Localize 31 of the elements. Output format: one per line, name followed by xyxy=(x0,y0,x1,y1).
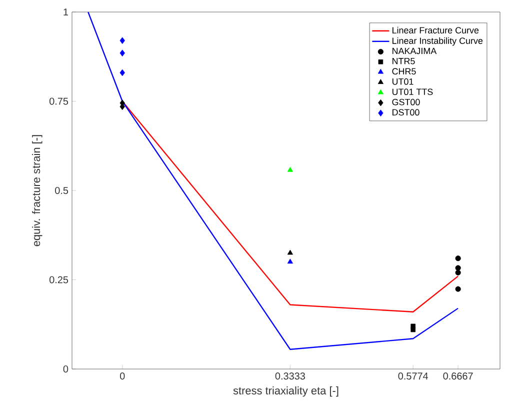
point xyxy=(120,69,125,76)
legend-label: DST00 xyxy=(392,109,420,116)
y-tick-label: 0.75 xyxy=(49,98,68,105)
point xyxy=(287,250,293,255)
point xyxy=(410,327,416,332)
x-tick-label: 0.6667 xyxy=(443,372,473,380)
legend-label: NTR5 xyxy=(392,58,415,64)
x-tick-label: 0.3333 xyxy=(275,372,305,380)
legend-label: UT01 xyxy=(392,78,414,85)
x-tick-label: 0.5774 xyxy=(398,372,428,380)
point xyxy=(287,258,293,264)
y-tick-label: 0 xyxy=(63,365,68,373)
point xyxy=(120,50,125,56)
legend-label: GST00 xyxy=(392,98,420,106)
y-tick-label: 0.25 xyxy=(49,276,68,284)
point xyxy=(455,265,461,271)
x-axis-title: stress triaxiality eta [-] xyxy=(233,386,338,397)
point xyxy=(455,270,461,276)
y-tick-label: 0.5 xyxy=(55,186,68,194)
point xyxy=(455,256,461,262)
legend-label: UT01 TTS xyxy=(392,88,433,96)
legend-label: Linear Instability Curve xyxy=(392,37,483,46)
x-tick-label: 0 xyxy=(120,372,125,380)
y-tick-label: 1 xyxy=(64,8,68,16)
point xyxy=(120,37,125,44)
legend-label: Linear Fracture Curve xyxy=(392,26,479,34)
point xyxy=(455,286,461,292)
legend-label: CHR5 xyxy=(392,68,416,75)
legend-label: NAKAJIMA xyxy=(392,48,437,54)
y-axis-title: equiv. fracture strain [-] xyxy=(32,135,42,246)
point xyxy=(287,166,293,172)
